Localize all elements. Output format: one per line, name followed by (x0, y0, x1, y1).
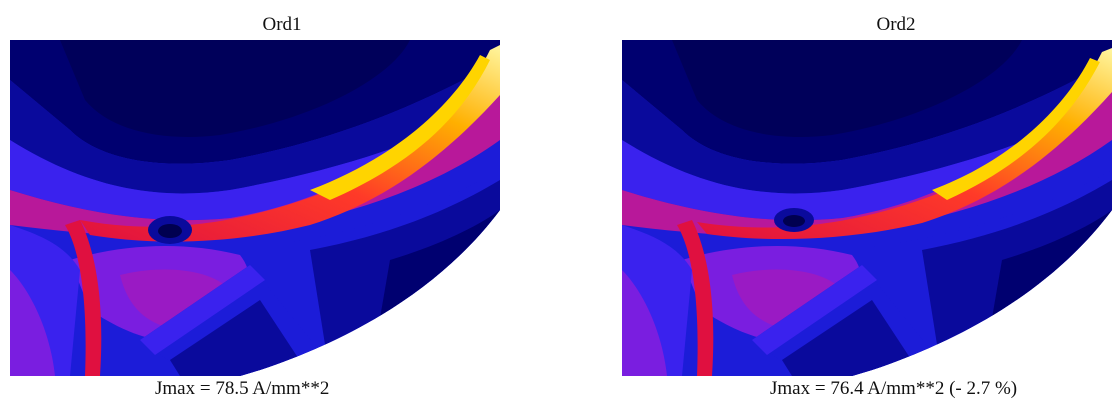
panel-title-ord1: Ord1 (222, 14, 342, 36)
current-density-map-ord2 (622, 40, 1112, 376)
contour-plot-ord1 (10, 40, 500, 376)
panel-title-ord2: Ord2 (836, 14, 956, 36)
caption-ord1: Jmax = 78.5 A/mm**2 (155, 378, 329, 400)
contour-plot-ord2 (622, 40, 1112, 376)
current-density-map-ord1 (10, 40, 500, 376)
caption-ord2: Jmax = 76.4 A/mm**2 (- 2.7 %) (770, 378, 1017, 400)
